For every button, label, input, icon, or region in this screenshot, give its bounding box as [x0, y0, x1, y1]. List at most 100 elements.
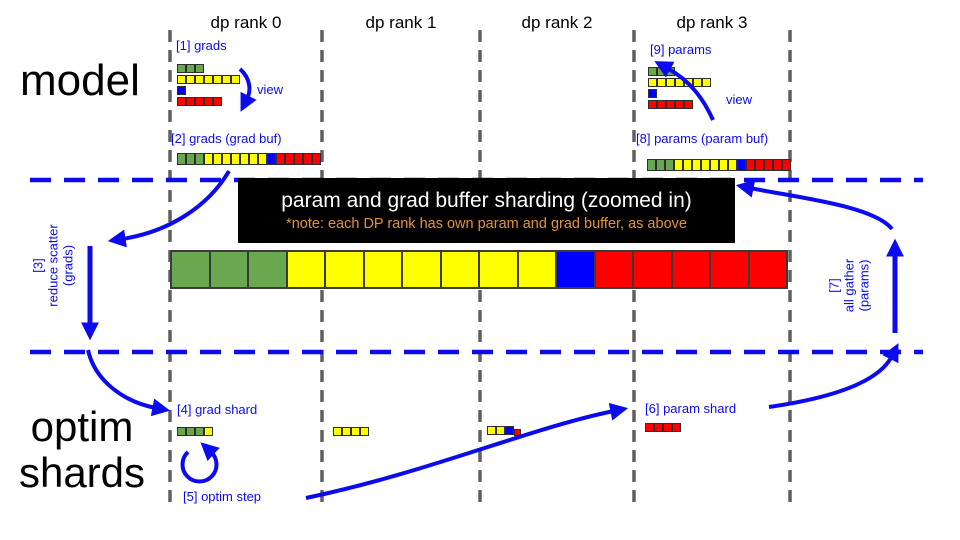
red-cell — [773, 159, 782, 171]
step6-param-shard-label: [6] param shard — [645, 401, 737, 416]
yellow-cell — [324, 250, 365, 289]
model-section-label: model — [20, 56, 140, 105]
yellow-cell — [487, 426, 496, 435]
step5-optim-step-label: [5] optim step — [183, 489, 262, 504]
yellow-cell — [657, 78, 666, 87]
view-label-rank3: view — [726, 92, 753, 107]
blue-cell — [555, 250, 596, 289]
red-cell — [303, 153, 312, 165]
rank0-grad-shard-bar — [177, 427, 213, 436]
yellow-cell — [177, 75, 186, 84]
sharding-banner: param and grad buffer sharding (zoomed i… — [238, 178, 735, 243]
yellow-cell — [360, 427, 369, 436]
yellow-cell — [674, 159, 683, 171]
green-cell — [177, 64, 186, 73]
param-tensor-blue — [648, 89, 711, 98]
red-cell — [204, 97, 213, 106]
red-cell — [514, 429, 521, 436]
yellow-cell — [719, 159, 728, 171]
green-cell — [195, 64, 204, 73]
dp-rank-2-header: dp rank 2 — [521, 13, 593, 32]
blue-cell — [267, 153, 276, 165]
step1-grads-label: [1] grads — [176, 38, 227, 53]
banner-title: param and grad buffer sharding (zoomed i… — [281, 189, 692, 212]
rank1-shard-bar — [333, 427, 369, 436]
yellow-cell — [186, 75, 195, 84]
yellow-cell — [204, 427, 213, 436]
step3-line1: [3] — [30, 258, 46, 273]
yellow-cell — [439, 250, 480, 289]
red-cell — [294, 153, 303, 165]
yellow-cell — [478, 250, 519, 289]
yellow-cell — [648, 78, 657, 87]
reduce-to-grad-shard-arrow — [86, 349, 171, 417]
step4-grad-shard-label: [4] grad shard — [177, 402, 258, 417]
step3-line2: reduce scatter — [45, 224, 61, 307]
rank3-param-buffer-bar — [647, 159, 791, 171]
dp-rank-0-header: dp rank 0 — [210, 13, 282, 32]
yellow-cell — [249, 153, 258, 165]
rank0-grad-buffer-bar — [177, 153, 321, 165]
yellow-cell — [222, 75, 231, 84]
yellow-cell — [204, 153, 213, 165]
yellow-cell — [516, 250, 557, 289]
red-cell — [276, 153, 285, 165]
green-cell — [186, 64, 195, 73]
green-cell — [177, 153, 186, 165]
green-cell — [195, 427, 204, 436]
red-cell — [747, 250, 788, 289]
optim-step-loop-arrow — [180, 442, 220, 484]
green-cell — [247, 250, 288, 289]
step3-line3: (grads) — [60, 244, 76, 287]
red-cell — [632, 250, 673, 289]
yellow-cell — [728, 159, 737, 171]
red-cell — [666, 100, 675, 109]
yellow-cell — [195, 75, 204, 84]
step7-line1: [7] — [826, 278, 842, 293]
green-cell — [186, 427, 195, 436]
red-cell — [195, 97, 204, 106]
red-cell — [684, 100, 693, 109]
step7-all-gather-label: [7] all gather (params) — [827, 231, 872, 341]
step8-parambuf-label: [8] params (param buf) — [636, 131, 769, 146]
green-cell — [195, 153, 204, 165]
yellow-cell — [231, 75, 240, 84]
green-cell — [170, 250, 211, 289]
yellow-cell — [684, 78, 693, 87]
yellow-cell — [693, 78, 702, 87]
yellow-cell — [240, 153, 249, 165]
red-cell — [764, 159, 773, 171]
rank0-grad-tensors — [177, 64, 240, 106]
param-tensor-green — [648, 67, 711, 76]
step9-params-label: [9] params — [650, 42, 712, 57]
param-shard-to-allgather-arrow — [768, 343, 899, 409]
red-cell — [648, 100, 657, 109]
green-cell — [186, 153, 195, 165]
blue-cell — [737, 159, 746, 171]
param-tensor-red — [648, 100, 711, 109]
red-cell — [782, 159, 791, 171]
grad-tensor-blue — [177, 86, 240, 95]
yellow-cell — [342, 427, 351, 436]
step7-line2: all gather — [841, 258, 857, 313]
yellow-cell — [222, 153, 231, 165]
green-cell — [648, 67, 657, 76]
red-cell — [654, 423, 663, 432]
red-cell — [709, 250, 750, 289]
rank3-param-shard-bar — [645, 423, 681, 432]
yellow-cell — [710, 159, 719, 171]
yellow-cell — [213, 153, 222, 165]
yellow-cell — [333, 427, 342, 436]
dp-rank-3-header: dp rank 3 — [676, 13, 748, 32]
yellow-cell — [701, 159, 710, 171]
grad-tensor-red — [177, 97, 240, 106]
red-cell — [645, 423, 654, 432]
red-cell — [746, 159, 755, 171]
dp-rank-1-header: dp rank 1 — [365, 13, 437, 32]
view-label-rank0: view — [257, 82, 284, 97]
red-cell — [675, 100, 684, 109]
green-cell — [208, 250, 249, 289]
green-cell — [665, 159, 674, 171]
step3-reduce-scatter-label: [3] reduce scatter (grads) — [31, 201, 76, 331]
